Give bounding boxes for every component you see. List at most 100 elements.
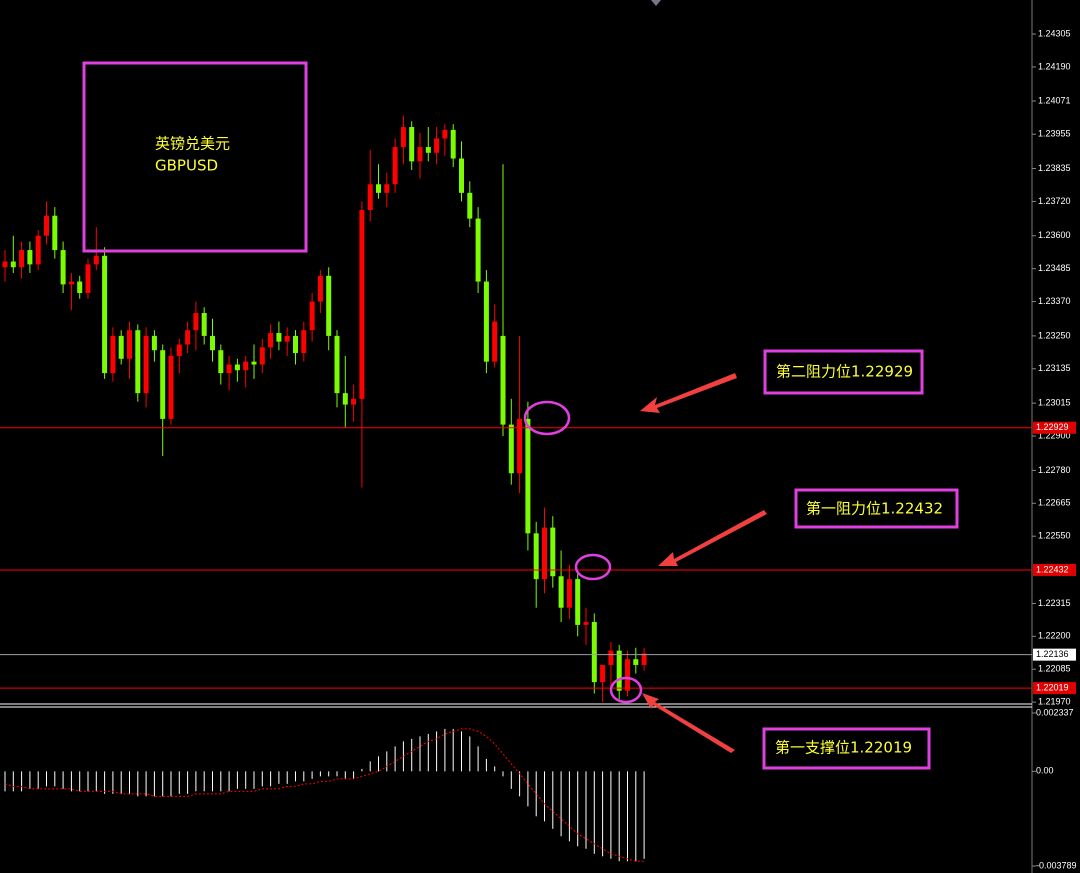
- highlight-ellipse: [574, 553, 612, 581]
- y-tick-label: 1.24305: [1038, 28, 1071, 38]
- candle-body: [77, 281, 83, 293]
- candle: [550, 516, 556, 588]
- candle: [591, 613, 597, 694]
- y-tick-label: 1.23835: [1038, 163, 1071, 173]
- y-tick-label: 1.24071: [1038, 95, 1071, 105]
- candle-body: [400, 127, 406, 148]
- candle: [276, 321, 282, 351]
- annotation-box: [762, 727, 931, 770]
- candle: [417, 132, 423, 179]
- candle: [359, 201, 365, 488]
- candle: [151, 330, 157, 362]
- candle-body: [475, 218, 481, 282]
- candle-body: [625, 659, 630, 691]
- annotation: 第二阻力位1.22929: [776, 363, 913, 381]
- candle: [442, 124, 448, 156]
- candle-body: [409, 127, 415, 162]
- candle-body: [218, 350, 224, 374]
- candle-body: [342, 393, 348, 405]
- candle: [483, 270, 489, 374]
- candle-body: [558, 576, 564, 608]
- candle-body: [234, 364, 240, 371]
- candle: [68, 272, 74, 311]
- candle-body: [193, 313, 199, 331]
- candle: [293, 330, 298, 365]
- candle: [334, 330, 340, 408]
- price-label-box: [1033, 563, 1076, 576]
- y-tick-label: 1.22315: [1038, 598, 1071, 608]
- candle: [160, 344, 166, 457]
- candle: [10, 235, 16, 273]
- candle: [351, 384, 357, 422]
- candle: [625, 650, 630, 697]
- candle-body: [19, 250, 25, 268]
- candle: [633, 647, 639, 674]
- candle-body: [85, 264, 91, 293]
- y-tick-label: 1.22900: [1038, 430, 1071, 440]
- price-label-box: [1033, 682, 1076, 695]
- candle-body: [143, 335, 149, 394]
- candle-body: [608, 650, 614, 665]
- y-tick-label: 1.23370: [1038, 296, 1071, 306]
- highlight-ellipse: [523, 400, 571, 436]
- candle-body: [243, 361, 249, 371]
- candle: [434, 127, 440, 165]
- candle: [301, 321, 307, 362]
- candle: [77, 275, 83, 299]
- candle: [616, 644, 622, 700]
- candle-body: [127, 330, 132, 359]
- arrow: [642, 693, 735, 753]
- candle-body: [293, 335, 298, 354]
- candle: [243, 355, 249, 388]
- candle: [566, 564, 572, 620]
- candle: [226, 355, 232, 391]
- candle: [143, 327, 149, 408]
- plot-layer: [0, 115, 1032, 862]
- candle-body: [508, 424, 514, 474]
- candle-body: [259, 347, 265, 365]
- candle: [309, 292, 315, 342]
- candle: [218, 344, 224, 385]
- candle-body: [566, 579, 572, 608]
- candle-body: [450, 129, 456, 159]
- candle: [600, 664, 606, 703]
- candle: [400, 115, 406, 165]
- candle-body: [517, 418, 523, 474]
- candle-body: [384, 184, 390, 193]
- candle: [326, 267, 332, 351]
- candle-body: [392, 147, 398, 185]
- candle-body: [367, 184, 373, 211]
- candle-body: [110, 335, 116, 374]
- candle: [60, 241, 66, 293]
- candle-body: [2, 261, 8, 268]
- candle-body: [201, 313, 207, 336]
- candle: [118, 330, 124, 365]
- candle: [251, 344, 257, 379]
- candle-body: [542, 527, 547, 580]
- candle-body: [425, 147, 431, 153]
- candle-body: [417, 147, 423, 162]
- y-tick-label: 1.22200: [1038, 631, 1071, 641]
- y-tick-label: 1.24190: [1038, 61, 1071, 71]
- candle-body: [68, 281, 74, 285]
- candle: [467, 181, 473, 228]
- scroll-marker: [651, 0, 661, 6]
- candle: [542, 507, 547, 594]
- candle-body: [334, 335, 340, 394]
- arrow: [640, 373, 737, 413]
- candle-body: [442, 129, 448, 139]
- candle: [259, 338, 265, 374]
- candle-body: [210, 335, 215, 351]
- candle: [392, 138, 398, 193]
- candle-body: [60, 250, 66, 285]
- candle: [93, 227, 99, 271]
- y-tick-label: 1.23600: [1038, 230, 1071, 240]
- price-label: 1.22019: [1036, 682, 1069, 692]
- candle-body: [226, 364, 232, 374]
- candle: [517, 335, 523, 494]
- candle: [533, 521, 539, 608]
- price-label: 1.22929: [1036, 422, 1069, 432]
- candle-body: [641, 653, 647, 665]
